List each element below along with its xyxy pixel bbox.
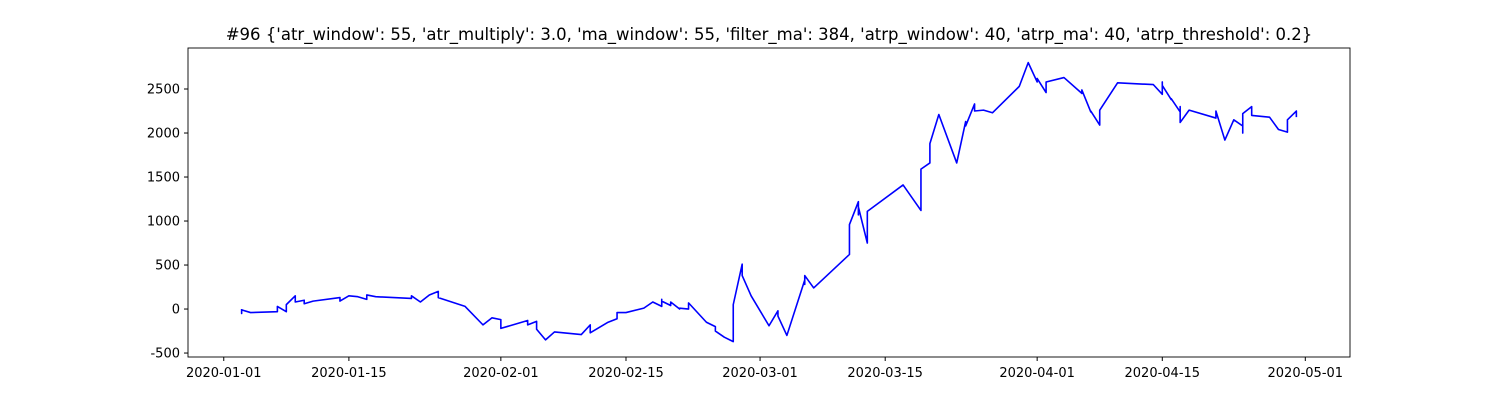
- y-tick-label: -500: [150, 347, 180, 362]
- plot-frame: [187, 47, 1351, 358]
- line: [240, 61, 1298, 343]
- x-tick-label: 2020-02-15: [588, 366, 664, 381]
- y-tick-label: 500: [155, 259, 180, 274]
- x-tick-label: 2020-02-01: [463, 366, 539, 381]
- chart-title: #96 {'atr_window': 55, 'atr_multiply': 3…: [226, 25, 1313, 45]
- x-tick-label: 2020-03-15: [847, 366, 923, 381]
- x-tick-label: 2020-01-01: [186, 366, 262, 381]
- y-tick-label: 2000: [147, 127, 180, 142]
- y-tick-label: 1000: [147, 215, 180, 230]
- y-tick-label: 2500: [147, 83, 180, 98]
- x-tick-label: 2020-01-15: [311, 366, 387, 381]
- x-tick-label: 2020-04-01: [999, 366, 1075, 381]
- x-tick-label: 2020-05-01: [1268, 366, 1344, 381]
- x-tick-label: 2020-03-01: [722, 366, 798, 381]
- y-tick-label: 1500: [147, 171, 180, 186]
- x-tick-label: 2020-04-15: [1125, 366, 1201, 381]
- y-tick-label: 0: [172, 303, 180, 318]
